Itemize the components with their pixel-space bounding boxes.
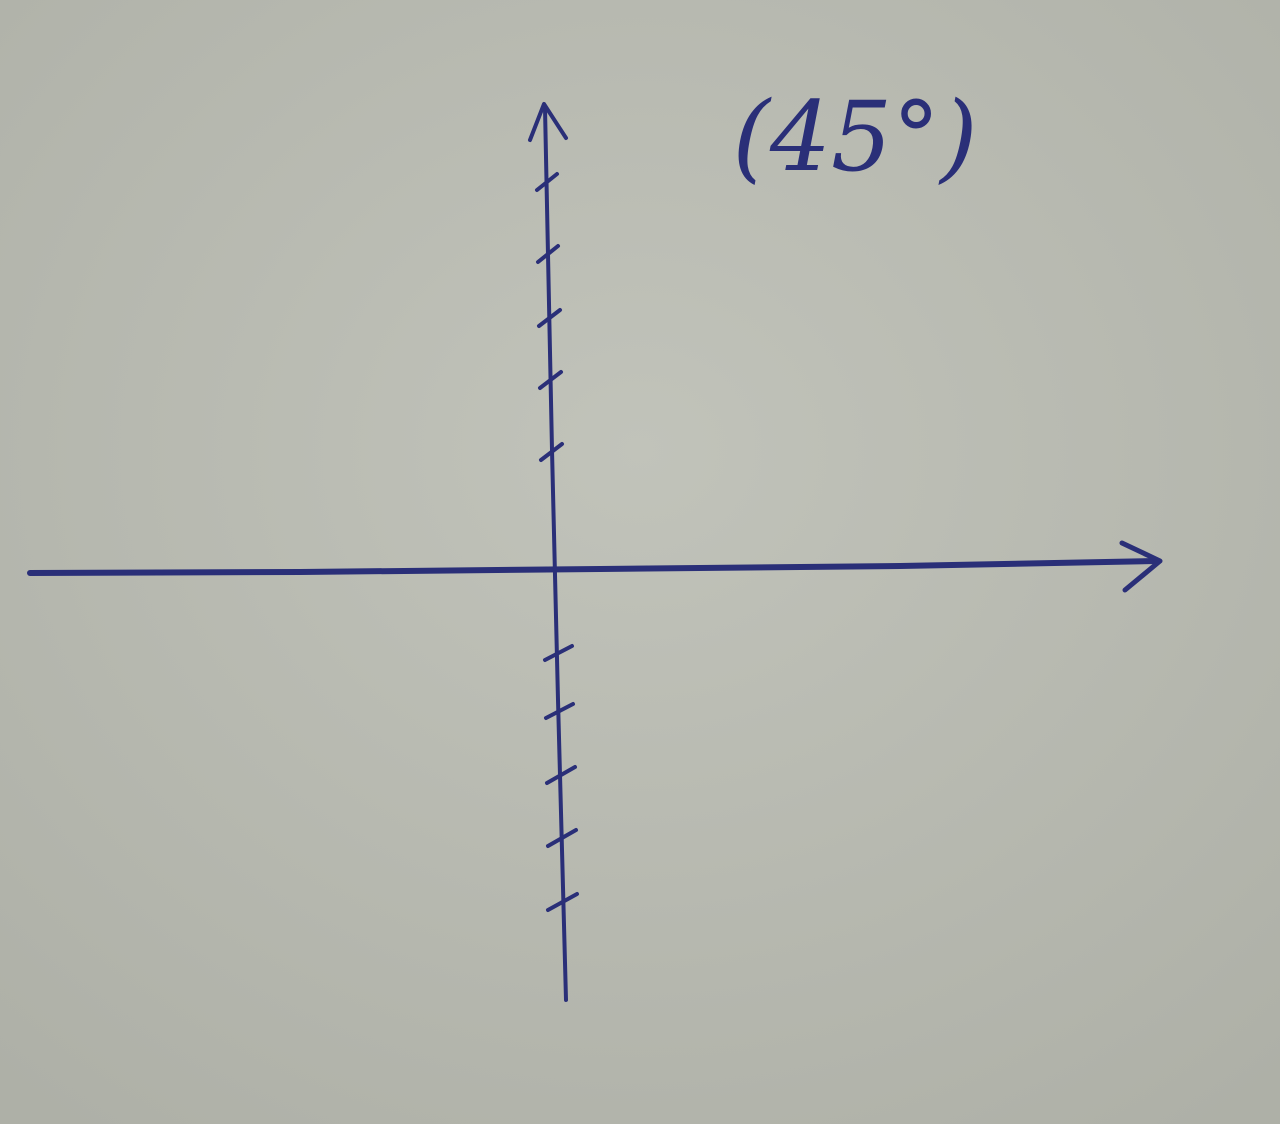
- angle-annotation: (45°): [732, 81, 977, 193]
- x-axis: [27, 558, 1158, 576]
- x-axis-arrow: [1119, 540, 1163, 593]
- y-axis-ticks: [535, 172, 579, 912]
- y-axis-arrow: [528, 102, 568, 142]
- y-axis: [543, 106, 568, 1002]
